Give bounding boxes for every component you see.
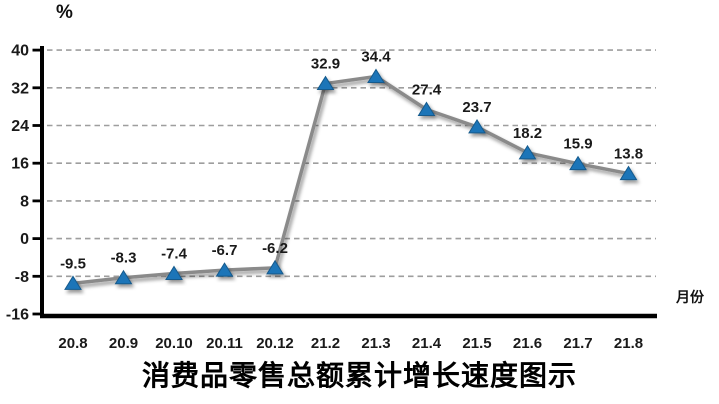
data-point-marker (518, 144, 537, 160)
y-tick-label: 8 (20, 193, 29, 210)
data-point-marker (215, 262, 234, 277)
y-tick-label: 32 (11, 80, 29, 97)
x-tick-label: 20.9 (109, 335, 138, 352)
data-label: 18.2 (513, 125, 542, 142)
data-label: 27.4 (412, 81, 442, 98)
data-label: 15.9 (563, 136, 592, 153)
data-point-marker (266, 259, 284, 275)
y-tick-label: -16 (6, 307, 29, 324)
y-tick-label: 16 (11, 156, 29, 173)
x-tick-label: 21.5 (462, 335, 491, 352)
y-tick-label: 0 (20, 231, 29, 248)
data-label: 13.8 (614, 146, 643, 163)
data-line (72, 74, 629, 286)
chart-title: 消费品零售总额累计增长速度图示 (141, 361, 577, 392)
data-label: -6.7 (212, 242, 238, 259)
x-tick-label: 21.4 (412, 335, 442, 352)
data-point-marker (165, 265, 183, 280)
x-tick-label: 20.12 (256, 335, 294, 352)
data-point-marker (316, 75, 335, 91)
data-label: 34.4 (361, 48, 391, 65)
data-point-marker (367, 68, 385, 83)
x-tick-label: 21.7 (563, 335, 592, 352)
x-tick-label: 20.10 (155, 335, 193, 352)
data-point-marker (569, 155, 587, 171)
x-tick-label: 20.11 (206, 335, 243, 352)
y-axis-unit-label: % (56, 2, 73, 23)
data-label: 32.9 (311, 56, 340, 73)
data-point-marker (114, 269, 133, 285)
line-chart: 40 32 24 16 8 0 -8 -16 20.8 20.9 20.10 20.11 20.12 21… (6, 43, 657, 352)
data-point-marker (417, 101, 436, 116)
x-tick-label: 21.2 (311, 335, 340, 352)
data-point-marker (619, 165, 638, 181)
data-label: 23.7 (462, 99, 491, 116)
x-tick-label: 21.6 (513, 335, 542, 352)
y-tick-label: 40 (11, 43, 29, 60)
data-label: -9.5 (60, 255, 86, 272)
data-label: -8.3 (111, 250, 137, 267)
y-tick-label: 24 (11, 118, 29, 135)
data-label: -7.4 (161, 245, 188, 262)
x-tick-label: 21.3 (361, 335, 390, 352)
x-tick-label: 21.8 (614, 335, 643, 352)
data-point-marker (64, 275, 82, 290)
data-point-marker (468, 118, 486, 134)
y-tick-label: -8 (15, 269, 29, 286)
x-tick-label: 20.8 (58, 335, 87, 352)
data-label: -6.2 (262, 240, 288, 257)
x-axis-unit-label: 月份 (676, 289, 704, 305)
